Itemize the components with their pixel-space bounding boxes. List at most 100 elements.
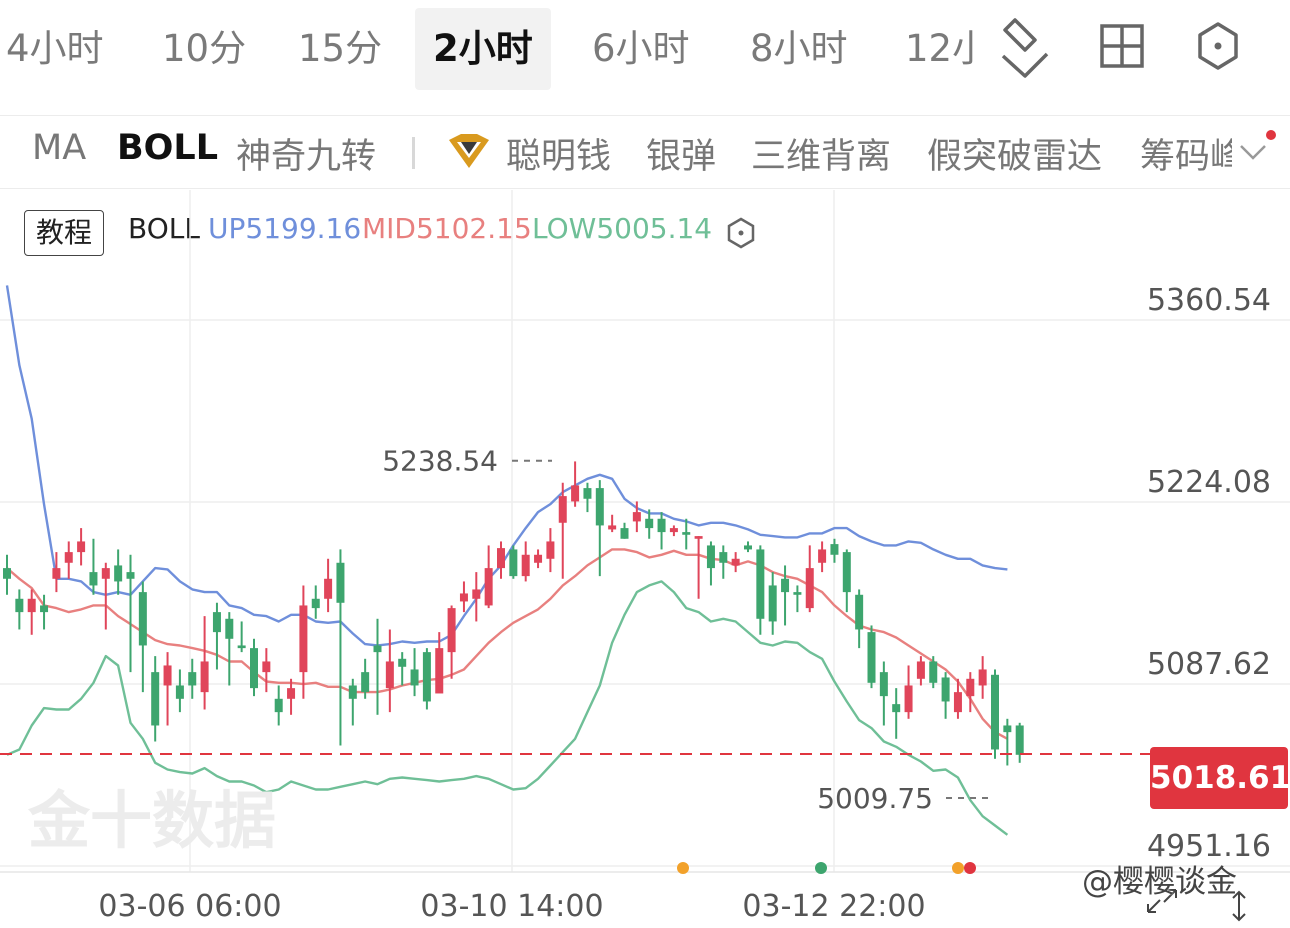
candle-body <box>879 672 888 697</box>
signal-dot <box>952 862 964 874</box>
chevron-down-icon[interactable] <box>1238 140 1268 164</box>
candle-body <box>805 568 814 609</box>
candle-body <box>287 688 296 699</box>
candle-body <box>818 549 827 563</box>
indicator-boll[interactable]: BOLL <box>117 128 219 168</box>
candle-body <box>756 549 765 619</box>
candle-body <box>188 672 197 686</box>
candle-body <box>509 549 518 577</box>
high-price-label: 5238.54 <box>382 445 498 478</box>
candle-body <box>706 545 715 569</box>
tab-4h[interactable]: 4小时 <box>6 27 104 70</box>
tutorial-button[interactable]: 教程 <box>24 210 104 256</box>
candle-body <box>534 554 543 563</box>
legend-up-value: UP5199.16 <box>208 212 362 245</box>
candle-body <box>3 568 11 579</box>
candle-body <box>225 618 234 639</box>
candle-body <box>126 572 135 579</box>
candle-body <box>311 598 320 609</box>
candle-body <box>138 592 147 646</box>
candle-body <box>250 648 258 689</box>
indicator-silver-bullet[interactable]: 银弹 <box>646 137 717 177</box>
candle-body <box>27 598 36 613</box>
current-price-tag: 5018.61 <box>1150 747 1290 809</box>
watermark: 金十数据 <box>28 784 277 857</box>
candle-body <box>459 593 468 602</box>
candle-body <box>595 488 604 526</box>
candle-body <box>299 605 308 673</box>
candle-body <box>52 568 61 579</box>
candle-body <box>620 528 629 539</box>
candle-body <box>793 592 802 595</box>
candle-body <box>435 648 444 694</box>
candle-body <box>1003 725 1012 733</box>
candle-body <box>731 558 740 566</box>
notification-dot <box>1266 130 1276 140</box>
candle-body <box>175 685 184 699</box>
candle-body <box>40 605 49 613</box>
candle-body <box>361 672 370 693</box>
candle-body <box>262 661 271 673</box>
legend-settings-icon[interactable] <box>724 216 758 250</box>
candle-body <box>336 562 345 603</box>
candle-body <box>422 652 431 702</box>
candle-body <box>385 661 394 689</box>
candle-body <box>916 661 925 679</box>
tab-6h[interactable]: 6小时 <box>592 27 690 70</box>
grid-layout-icon[interactable] <box>1094 18 1154 78</box>
indicator-magic-nine[interactable]: 神奇九转 <box>236 137 377 177</box>
candle-body <box>1015 725 1024 755</box>
draw-tool-icon[interactable] <box>995 18 1055 78</box>
indicator-chip-clip: 筹码峰 <box>1140 128 1232 178</box>
candle-body <box>497 548 505 569</box>
candle-body <box>101 568 110 579</box>
candle-body <box>867 632 876 683</box>
tab-15m[interactable]: 15分 <box>298 27 383 70</box>
candle-body <box>410 669 419 686</box>
candle-body <box>966 678 975 697</box>
candle-body <box>546 541 555 559</box>
indicator-ma[interactable]: MA <box>32 128 87 168</box>
candle-body <box>348 685 357 699</box>
tab-8h[interactable]: 8小时 <box>750 27 848 70</box>
candle-body <box>447 608 456 653</box>
candle-body <box>571 485 580 502</box>
y-axis-label: 5224.08 <box>1147 465 1271 500</box>
low-price-label: 5009.75 <box>817 782 933 815</box>
timeframe-bar: 4小时 10分 15分 2小时 6小时 8小时 12小时 <box>0 0 1290 116</box>
tab-12h[interactable]: 12小时 <box>905 27 977 70</box>
tab-10m[interactable]: 10分 <box>162 27 247 70</box>
diamond-icon <box>445 132 493 172</box>
candle-body <box>521 554 530 577</box>
candle-body <box>274 698 283 713</box>
indicator-3d-divergence[interactable]: 三维背离 <box>751 137 892 177</box>
candlestick-chart[interactable]: 5360.54 5224.08 5087.62 4951.16 03-06 06:00 0… <box>0 190 1290 928</box>
candle-body <box>768 585 777 622</box>
candle-body <box>632 512 641 522</box>
candle-body <box>583 488 592 499</box>
candle-body <box>781 578 790 593</box>
boll-mid-line <box>6 548 1008 740</box>
y-axis-label: 5360.54 <box>1147 283 1271 318</box>
candle-body <box>892 704 901 713</box>
candle-body <box>842 552 851 593</box>
hexagon-settings-icon[interactable] <box>1190 18 1250 78</box>
author-credit: @樱樱谈金 <box>1082 864 1237 900</box>
candle-body <box>941 677 950 702</box>
tab-2h[interactable]: 2小时 <box>415 8 551 90</box>
indicator-chip-peak[interactable]: 筹码峰 <box>1140 137 1232 177</box>
y-axis-label: 4951.16 <box>1147 829 1271 864</box>
indicator-bar: MA BOLL 神奇九转 聪明钱 银弹 三维背离 假突破雷达 筹码峰 <box>0 116 1290 189</box>
candle-body <box>15 598 24 613</box>
candle-body <box>200 661 209 693</box>
candle-body <box>472 589 481 599</box>
indicator-smart-money[interactable]: 聪明钱 <box>506 137 612 177</box>
indicator-false-breakout[interactable]: 假突破雷达 <box>927 137 1103 177</box>
candle-body <box>373 645 382 653</box>
candle-body <box>694 536 703 539</box>
candle-body <box>929 661 938 683</box>
candle-body <box>484 568 493 606</box>
legend-indicator-name: BOLL <box>128 212 200 245</box>
vertical-scale-icon <box>1232 890 1246 922</box>
candle-body <box>978 669 987 686</box>
